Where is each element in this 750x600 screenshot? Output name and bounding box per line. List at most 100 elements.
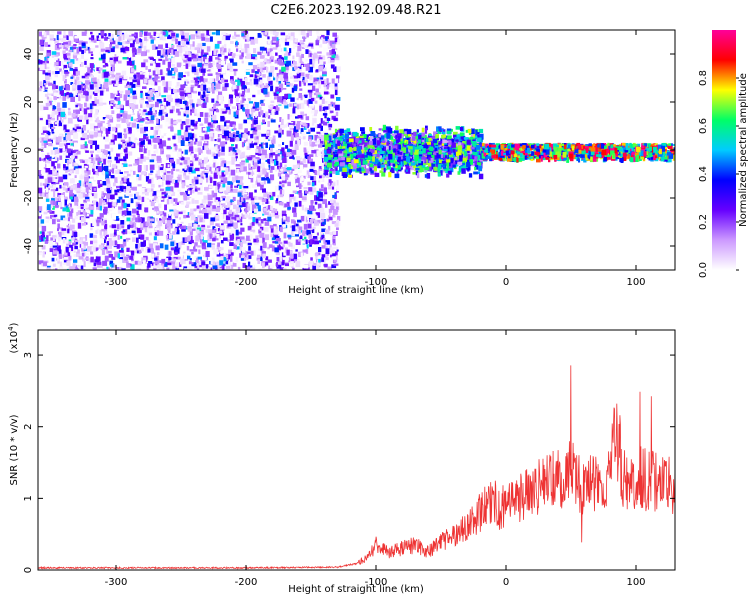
- heatmap-cell: [52, 201, 57, 206]
- heatmap-cell: [89, 103, 93, 110]
- heatmap-cell: [279, 256, 283, 262]
- heatmap-cell: [212, 159, 217, 163]
- heatmap-cell: [237, 266, 241, 270]
- heatmap-cell: [252, 263, 255, 269]
- heatmap-cell: [209, 123, 213, 128]
- heatmap-cell: [308, 129, 311, 134]
- heatmap-cell: [114, 156, 118, 161]
- heatmap-cell: [251, 69, 255, 73]
- heatmap-cell: [331, 186, 335, 190]
- heatmap-cell: [73, 109, 78, 113]
- heatmap-cell: [205, 59, 209, 64]
- heatmap-cell: [253, 103, 255, 108]
- heatmap-cell: [320, 125, 323, 132]
- heatmap-cell: [63, 166, 69, 171]
- heatmap-cell: [125, 186, 131, 192]
- heatmap-cell: [95, 108, 99, 115]
- heatmap-cell: [185, 226, 188, 230]
- heatmap-cell: [141, 187, 147, 193]
- heatmap-cell: [214, 103, 220, 107]
- heatmap-cell: [163, 152, 166, 157]
- heatmap-cell: [113, 100, 116, 104]
- heatmap-cell: [91, 77, 97, 83]
- heatmap-cell: [53, 80, 56, 86]
- heatmap-cell: [46, 96, 50, 100]
- heatmap-cell: [240, 80, 245, 87]
- heatmap-cell: [231, 53, 236, 58]
- heatmap-cell: [190, 111, 192, 116]
- heatmap-cell: [161, 267, 165, 270]
- heatmap-cell: [82, 258, 86, 262]
- heatmap-cell: [262, 142, 267, 147]
- heatmap-cell: [279, 246, 284, 250]
- heatmap-cell: [252, 210, 255, 214]
- heatmap-cell: [239, 56, 243, 60]
- heatmap-cell: [84, 60, 87, 65]
- heatmap-cell: [206, 69, 211, 72]
- heatmap-cell: [151, 36, 156, 41]
- heatmap-cell: [221, 197, 225, 201]
- heatmap-cell: [265, 111, 269, 117]
- heatmap-cell: [271, 231, 276, 236]
- heatmap-cell: [95, 157, 100, 161]
- heatmap-cell: [52, 237, 55, 242]
- heatmap-cell: [39, 175, 44, 179]
- heatmap-cell: [128, 164, 133, 167]
- heatmap-cell: [225, 205, 229, 208]
- heatmap-cell: [97, 156, 103, 162]
- heatmap-cell: [181, 229, 186, 232]
- heatmap-cell: [90, 123, 95, 130]
- heatmap-cell: [46, 44, 51, 47]
- heatmap-cell: [111, 37, 114, 43]
- heatmap-cell: [93, 188, 96, 191]
- heatmap-cell: [150, 170, 154, 173]
- heatmap-cell: [80, 144, 85, 150]
- heatmap-cell: [89, 63, 94, 69]
- heatmap-cell: [59, 195, 64, 198]
- heatmap-cell: [39, 118, 43, 121]
- heatmap-cell: [261, 162, 265, 169]
- heatmap-cell: [102, 181, 107, 186]
- heatmap-cell: [265, 261, 269, 266]
- heatmap-cell: [107, 151, 111, 156]
- heatmap-cell: [61, 192, 65, 197]
- heatmap-cell: [129, 143, 134, 147]
- heatmap-cell: [213, 107, 218, 112]
- heatmap-cell: [81, 93, 86, 99]
- heatmap-cell: [324, 257, 329, 261]
- heatmap-cell: [304, 152, 308, 156]
- heatmap-cell: [271, 208, 276, 213]
- heatmap-cell: [271, 138, 276, 144]
- heatmap-cell: [308, 154, 314, 157]
- heatmap-cell: [192, 259, 197, 265]
- heatmap-cell: [138, 249, 142, 254]
- heatmap-cell: [173, 256, 178, 260]
- heatmap-cell: [279, 226, 283, 233]
- heatmap-cell: [170, 241, 175, 247]
- heatmap-cell: [244, 176, 250, 182]
- heatmap-cell: [189, 87, 194, 93]
- heatmap-cell: [295, 223, 299, 227]
- heatmap-cell: [260, 184, 264, 191]
- heatmap-cell: [250, 82, 253, 86]
- heatmap-cell: [227, 63, 232, 69]
- heatmap-cell: [57, 201, 62, 207]
- heatmap-cell: [284, 38, 289, 44]
- heatmap-cell: [279, 181, 282, 185]
- heatmap-cell: [319, 138, 324, 145]
- heatmap-cell: [241, 60, 244, 64]
- heatmap-cell: [191, 251, 194, 255]
- heatmap-cell: [279, 162, 283, 169]
- heatmap-cell: [155, 62, 161, 68]
- heatmap-cell: [284, 56, 288, 60]
- heatmap-cell: [80, 239, 86, 246]
- heatmap-cell: [64, 204, 69, 207]
- heatmap-cell: [95, 116, 99, 123]
- heatmap-cell: [220, 179, 224, 182]
- heatmap-cell: [322, 199, 327, 205]
- heatmap-cell: [215, 83, 221, 90]
- heatmap-cell: [66, 148, 72, 153]
- heatmap-cell: [225, 196, 230, 200]
- heatmap-cell: [126, 173, 131, 177]
- heatmap-cell: [96, 81, 101, 88]
